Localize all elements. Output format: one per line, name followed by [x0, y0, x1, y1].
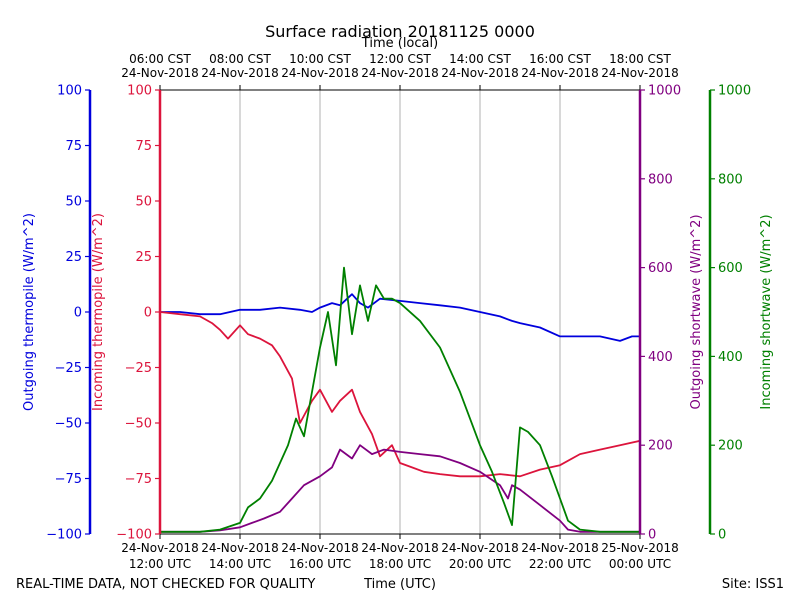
x-tick-label-local-date: 24-Nov-2018	[361, 66, 439, 80]
tick-layer: 24-Nov-2018 12:00 UTC 24-Nov-2018 14:00 UTC…	[22, 52, 774, 571]
incoming_shortwave-tick-label: 1000	[718, 84, 751, 99]
bottom-axis-title: Time (UTC)	[363, 577, 436, 592]
outgoing_thermopile-tick-label: −25	[55, 361, 82, 376]
chart-title: Surface radiation 20181125 0000	[265, 22, 535, 41]
top-axis-title: Time (local)	[361, 36, 438, 51]
outgoing_shortwave-tick-label: 600	[648, 261, 673, 276]
outgoing_thermopile-tick-label: 100	[57, 84, 82, 99]
incoming_shortwave-tick-label: 0	[718, 528, 726, 543]
outgoing_thermopile-tick-label: 0	[74, 306, 82, 321]
x-tick-label-local-date: 24-Nov-2018	[201, 66, 279, 80]
x-tick-label-local: 06:00 CST	[129, 52, 191, 66]
quality-disclaimer: REAL-TIME DATA, NOT CHECKED FOR QUALITY	[16, 577, 315, 592]
x-tick-label-local: 18:00 CST	[609, 52, 671, 66]
incoming_shortwave-tick-label: 800	[718, 172, 743, 187]
outgoing_shortwave-tick-label: 800	[648, 172, 673, 187]
incoming_thermopile-tick-label: 0	[144, 306, 152, 321]
x-tick-label-local: 16:00 CST	[529, 52, 591, 66]
incoming_shortwave-series-line	[160, 266, 640, 533]
x-tick-label-local-date: 24-Nov-2018	[521, 66, 599, 80]
x-tick-label-local: 08:00 CST	[209, 52, 271, 66]
x-tick-label-date: 24-Nov-2018	[441, 541, 519, 555]
incoming_thermopile-tick-label: −100	[116, 528, 152, 543]
series-layer	[160, 266, 640, 533]
outgoing_thermopile-tick-label: −50	[55, 417, 82, 432]
x-tick-label-date: 24-Nov-2018	[281, 541, 359, 555]
incoming_shortwave-tick-label: 200	[718, 439, 743, 454]
incoming_thermopile-axis-label: Incoming thermopile (W/m^2)	[91, 213, 106, 411]
x-tick-label-utc: 18:00 UTC	[369, 557, 431, 571]
outgoing_thermopile-tick-label: 25	[65, 250, 82, 265]
x-tick-label-date: 24-Nov-2018	[361, 541, 439, 555]
outgoing_thermopile-tick-label: 75	[65, 139, 82, 154]
incoming_shortwave-tick-label: 600	[718, 261, 743, 276]
x-tick-label-utc: 20:00 UTC	[449, 557, 511, 571]
x-tick-label-date: 25-Nov-2018	[601, 541, 679, 555]
outgoing_thermopile-tick-label: 50	[65, 195, 82, 210]
x-tick-label-local: 14:00 CST	[449, 52, 511, 66]
incoming_thermopile-tick-label: 75	[135, 139, 152, 154]
incoming_thermopile-series-line	[160, 311, 640, 478]
incoming_thermopile-tick-label: −50	[125, 417, 152, 432]
incoming_shortwave-tick-label: 400	[718, 350, 743, 365]
x-tick-label-date: 24-Nov-2018	[121, 541, 199, 555]
x-tick-label-local: 10:00 CST	[289, 52, 351, 66]
incoming_thermopile-tick-label: −75	[125, 472, 152, 487]
outgoing_shortwave-tick-label: 0	[648, 528, 656, 543]
x-tick-label-utc: 22:00 UTC	[529, 557, 591, 571]
outgoing_thermopile-tick-label: −75	[55, 472, 82, 487]
outgoing_shortwave-tick-label: 1000	[648, 84, 681, 99]
incoming_thermopile-tick-label: −25	[125, 361, 152, 376]
x-tick-label-utc: 16:00 UTC	[289, 557, 351, 571]
x-tick-label-local-date: 24-Nov-2018	[441, 66, 519, 80]
x-tick-label-local-date: 24-Nov-2018	[121, 66, 199, 80]
outgoing_thermopile-axis-label: Outgoing thermopile (W/m^2)	[22, 213, 37, 411]
incoming_thermopile-tick-label: 25	[135, 250, 152, 265]
outgoing_shortwave-tick-label: 200	[648, 439, 673, 454]
incoming_thermopile-tick-label: 100	[127, 84, 152, 99]
x-tick-label-date: 24-Nov-2018	[201, 541, 279, 555]
outgoing_shortwave-axis-label: Outgoing shortwave (W/m^2)	[689, 214, 704, 409]
x-tick-label-utc: 12:00 UTC	[129, 557, 191, 571]
x-tick-label-utc: 14:00 UTC	[209, 557, 271, 571]
x-tick-label-local-date: 24-Nov-2018	[601, 66, 679, 80]
incoming_shortwave-axis-label: Incoming shortwave (W/m^2)	[759, 214, 774, 409]
outgoing_shortwave-tick-label: 400	[648, 350, 673, 365]
series-group	[160, 266, 640, 533]
outgoing_thermopile-tick-label: −100	[46, 528, 82, 543]
incoming_thermopile-tick-label: 50	[135, 195, 152, 210]
outgoing_thermopile-series-line	[160, 293, 640, 342]
x-gridlines	[239, 90, 561, 534]
x-tick-label-date: 24-Nov-2018	[521, 541, 599, 555]
outgoing_shortwave-series-line	[160, 444, 640, 533]
x-tick-label-utc: 00:00 UTC	[609, 557, 671, 571]
site-label: Site: ISS1	[722, 577, 784, 592]
x-tick-label-local: 12:00 CST	[369, 52, 431, 66]
x-tick-label-local-date: 24-Nov-2018	[281, 66, 359, 80]
